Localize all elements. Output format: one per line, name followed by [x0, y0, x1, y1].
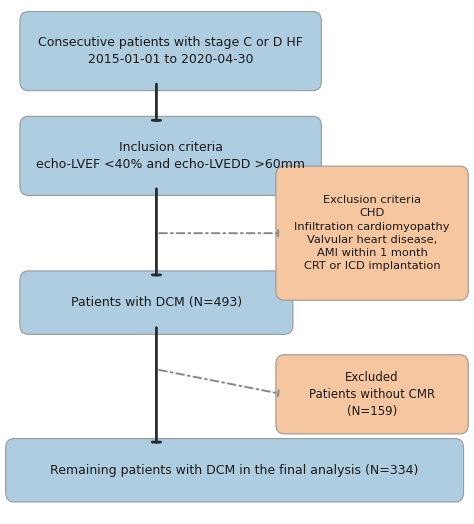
Text: Patients with DCM (N=493): Patients with DCM (N=493)	[71, 296, 242, 309]
FancyBboxPatch shape	[20, 12, 321, 91]
FancyBboxPatch shape	[276, 166, 468, 300]
Text: Consecutive patients with stage C or D HF
2015-01-01 to 2020-04-30: Consecutive patients with stage C or D H…	[38, 36, 303, 66]
Text: Remaining patients with DCM in the final analysis (N=334): Remaining patients with DCM in the final…	[50, 464, 419, 477]
Text: Exclusion criteria
CHD
Infiltration cardiomyopathy
Valvular heart disease,
AMI w: Exclusion criteria CHD Infiltration card…	[294, 195, 450, 271]
Text: Excluded
Patients without CMR
(N=159): Excluded Patients without CMR (N=159)	[309, 371, 435, 418]
Text: Inclusion criteria
echo-LVEF <40% and echo-LVEDD >60mm: Inclusion criteria echo-LVEF <40% and ec…	[36, 141, 305, 171]
FancyBboxPatch shape	[20, 271, 293, 334]
FancyBboxPatch shape	[6, 439, 464, 502]
FancyBboxPatch shape	[20, 116, 321, 195]
FancyBboxPatch shape	[276, 355, 468, 434]
